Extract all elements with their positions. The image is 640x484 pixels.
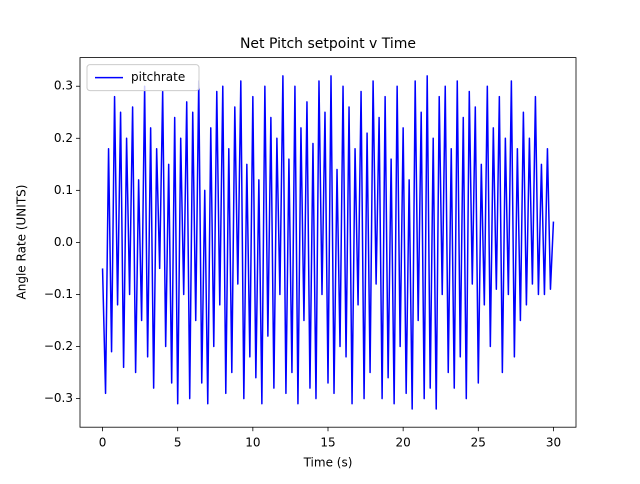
y-tick-label: 0.0 bbox=[54, 235, 73, 249]
x-tick-label: 0 bbox=[99, 436, 107, 450]
legend-box bbox=[86, 64, 200, 92]
y-tick-label: 0.1 bbox=[54, 183, 73, 197]
x-tick-label: 30 bbox=[546, 436, 561, 450]
y-tick-label: −0.3 bbox=[44, 391, 73, 405]
data-line bbox=[101, 75, 555, 410]
chart-title: Net Pitch setpoint v Time bbox=[240, 36, 416, 52]
y-axis-label: Angle Rate (UNITS) bbox=[15, 185, 29, 300]
x-tick-label: 5 bbox=[174, 436, 182, 450]
x-tick-label: 20 bbox=[396, 436, 411, 450]
plot-frame bbox=[79, 57, 577, 428]
x-tick-label: 15 bbox=[320, 436, 335, 450]
y-tick-label: −0.1 bbox=[44, 287, 73, 301]
y-tick-label: 0.3 bbox=[54, 79, 73, 93]
legend-label: pitchrate bbox=[131, 70, 185, 84]
y-tick-label: −0.2 bbox=[44, 339, 73, 353]
x-tick-label: 10 bbox=[245, 436, 260, 450]
y-tick-label: 0.2 bbox=[54, 131, 73, 145]
x-tick-label: 25 bbox=[471, 436, 486, 450]
x-axis-label: Time (s) bbox=[303, 456, 353, 470]
